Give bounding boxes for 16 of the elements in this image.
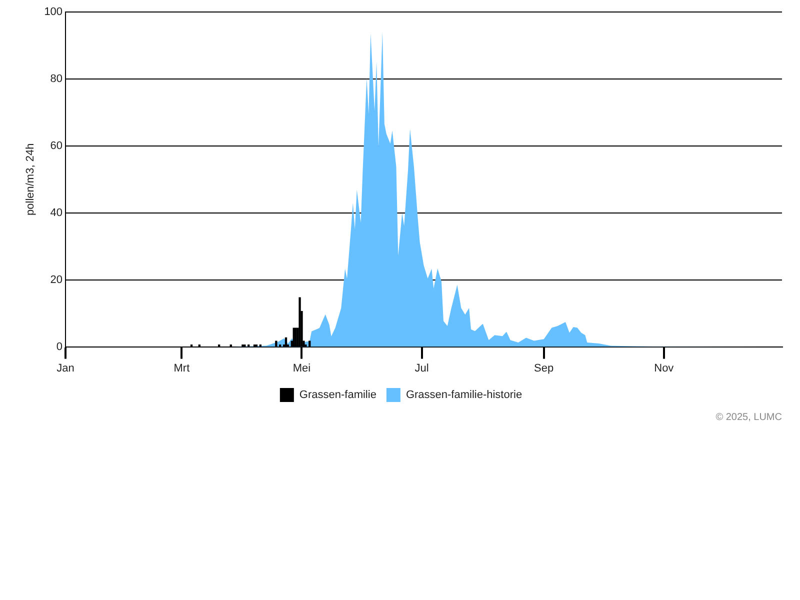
x-tick-label: Sep xyxy=(534,362,554,374)
y-tick-label: 20 xyxy=(50,274,63,286)
y-tick-label: 100 xyxy=(44,6,63,18)
y-tick-label: 80 xyxy=(50,72,63,85)
x-tick-label: Jan xyxy=(56,362,74,374)
x-tick-label: Nov xyxy=(654,362,674,374)
y-tick-label: 60 xyxy=(50,140,63,152)
y-tick-label: 0 xyxy=(56,340,63,353)
text: © 2025, LUMC xyxy=(716,412,782,423)
y-tick-label: 40 xyxy=(50,206,63,219)
x-tick-label: Mrt xyxy=(174,362,190,374)
x-tick-label: Mei xyxy=(292,362,311,374)
x-tick-label: Jul xyxy=(414,362,429,374)
legend-label: Grassen-familie-historie xyxy=(406,389,522,402)
legend-label: Grassen-familie xyxy=(299,389,376,402)
y-axis-title: pollen/m3, 24h xyxy=(24,143,37,216)
